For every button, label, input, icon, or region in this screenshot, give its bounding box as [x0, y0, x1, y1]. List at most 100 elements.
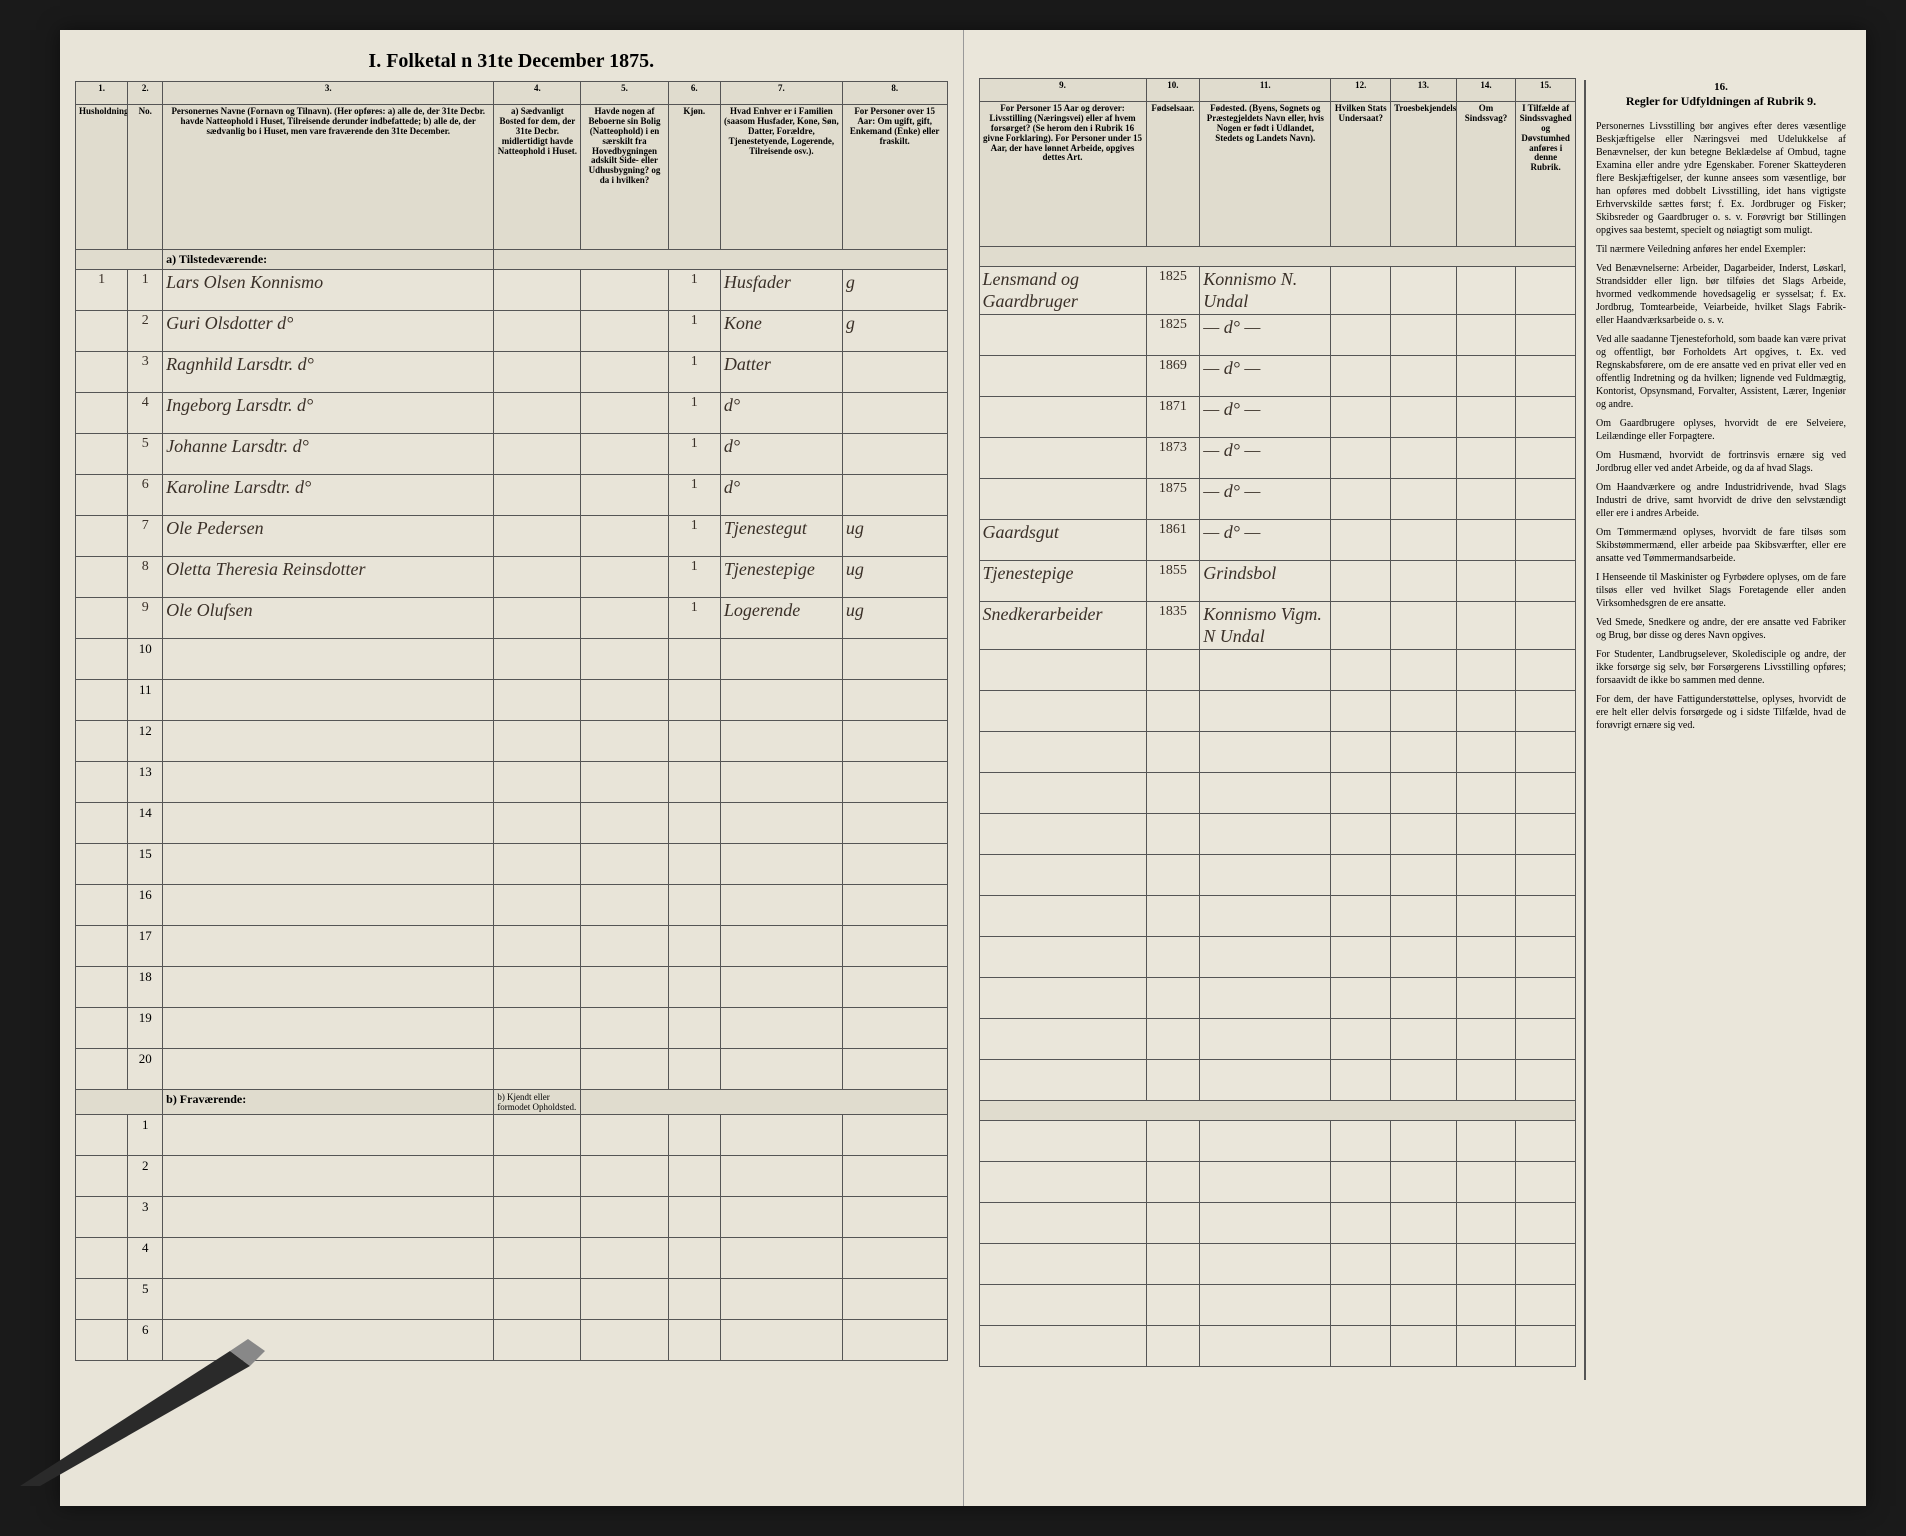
cell-no: 4: [128, 393, 163, 434]
table-row: [979, 650, 1576, 691]
cell-c7: Tjenestegut: [720, 516, 842, 557]
cell-c8: [842, 393, 947, 434]
cell-c6: 1: [668, 557, 720, 598]
cell-c7: Husfader: [720, 270, 842, 311]
cell-c9: Snedkerarbeider: [979, 602, 1146, 650]
rules-p10: Ved Smede, Snedkere og andre, der ere an…: [1596, 616, 1846, 642]
table-row: 7Ole Pedersen1Tjenestegutug: [76, 516, 948, 557]
header-1: Husholdninger.: [76, 105, 128, 250]
cell-c6: 1: [668, 475, 720, 516]
cell-c13: [1391, 315, 1457, 356]
colnum-9: 9.: [979, 79, 1146, 102]
cell-c11: — d° —: [1200, 397, 1331, 438]
cell-c15: [1516, 397, 1576, 438]
cell-c14: [1456, 356, 1516, 397]
cell-c15: [1516, 520, 1576, 561]
cell-c13: [1391, 267, 1457, 315]
cell-c12: [1331, 315, 1391, 356]
table-row: 18: [76, 967, 948, 1008]
cell-c11: — d° —: [1200, 315, 1331, 356]
colnum-11: 11.: [1200, 79, 1331, 102]
cell-c12: [1331, 267, 1391, 315]
table-row: [979, 814, 1576, 855]
cell-c9: Lensmand og Gaardbruger: [979, 267, 1146, 315]
cell-c14: [1456, 267, 1516, 315]
column-headers-left: Husholdninger. No. Personernes Navne (Fo…: [76, 105, 948, 250]
rules-p6: Om Husmænd, hvorvidt de fortrinsvis ernæ…: [1596, 449, 1846, 475]
table-row: 1869— d° —: [979, 356, 1576, 397]
cell-c7: Logerende: [720, 598, 842, 639]
cell-c10: 1855: [1146, 561, 1200, 602]
cell-c4: [494, 311, 581, 352]
cell-c6: 1: [668, 352, 720, 393]
cell-c7: d°: [720, 475, 842, 516]
cell-hh: [76, 557, 128, 598]
header-11: Fødested. (Byens, Sognets og Præstegjeld…: [1200, 102, 1331, 247]
cell-c5: [581, 311, 668, 352]
cell-c8: [842, 352, 947, 393]
column-numbers-right: 9. 10. 11. 12. 13. 14. 15.: [979, 79, 1576, 102]
cell-c8: ug: [842, 598, 947, 639]
cell-c13: [1391, 520, 1457, 561]
cell-c5: [581, 393, 668, 434]
cell-c11: Konnismo N. Undal: [1200, 267, 1331, 315]
header-14: Om Sindssvag?: [1456, 102, 1516, 247]
table-row: 15: [76, 844, 948, 885]
cell-c8: [842, 475, 947, 516]
cell-c4: [494, 475, 581, 516]
cell-c5: [581, 434, 668, 475]
table-row: [979, 1121, 1576, 1162]
table-row: [979, 691, 1576, 732]
table-row: 3Ragnhild Larsdtr. d°1Datter: [76, 352, 948, 393]
cell-no: 2: [128, 311, 163, 352]
section-b-label: b) Fraværende:: [163, 1090, 494, 1115]
cell-c14: [1456, 397, 1516, 438]
header-2: No.: [128, 105, 163, 250]
right-page: 9. 10. 11. 12. 13. 14. 15. For Personer …: [963, 30, 1867, 1506]
right-table-area: 9. 10. 11. 12. 13. 14. 15. For Personer …: [979, 50, 1577, 1367]
cell-c4: [494, 352, 581, 393]
cell-c5: [581, 516, 668, 557]
table-row: 13: [76, 762, 948, 803]
header-3: Personernes Navne (Fornavn og Tilnavn). …: [163, 105, 494, 250]
cell-c7: Kone: [720, 311, 842, 352]
cell-c11: — d° —: [1200, 438, 1331, 479]
cell-c15: [1516, 479, 1576, 520]
cell-hh: [76, 475, 128, 516]
cell-c4: [494, 270, 581, 311]
cell-hh: [76, 598, 128, 639]
table-row: [979, 1244, 1576, 1285]
table-row: [979, 1203, 1576, 1244]
cell-hh: [76, 393, 128, 434]
table-row: 6: [76, 1320, 948, 1361]
table-row: 11Lars Olsen Konnismo1Husfaderg: [76, 270, 948, 311]
colnum-14: 14.: [1456, 79, 1516, 102]
table-row: 6Karoline Larsdtr. d°1d°: [76, 475, 948, 516]
cell-c13: [1391, 356, 1457, 397]
column-numbers-left: 1. 2. 3. 4. 5. 6. 7. 8.: [76, 82, 948, 105]
cell-no: 6: [128, 475, 163, 516]
cell-c11: — d° —: [1200, 520, 1331, 561]
cell-c4: [494, 393, 581, 434]
cell-c12: [1331, 520, 1391, 561]
header-5: Havde nogen af Beboerne sin Bolig (Natte…: [581, 105, 668, 250]
cell-name: Ole Olufsen: [163, 598, 494, 639]
rules-p9: I Henseende til Maskinister og Fyrbødere…: [1596, 571, 1846, 610]
rules-p11: For Studenter, Landbrugselever, Skoledis…: [1596, 648, 1846, 687]
table-row: 3: [76, 1197, 948, 1238]
table-row: [979, 978, 1576, 1019]
left-page: I. Folketal n 31te December 1875. 1. 2. …: [60, 30, 963, 1506]
rules-p8: Om Tømmermænd oplyses, hvorvidt de fare …: [1596, 526, 1846, 565]
section-b-row: b) Fraværende: b) Kjendt eller formodet …: [76, 1090, 948, 1115]
cell-no: 8: [128, 557, 163, 598]
section-a-label: a) Tilstedeværende:: [163, 250, 494, 270]
cell-c14: [1456, 520, 1516, 561]
cell-c10: 1871: [1146, 397, 1200, 438]
cell-no: 7: [128, 516, 163, 557]
section-a-row: a) Tilstedeværende:: [76, 250, 948, 270]
cell-c11: Grindsbol: [1200, 561, 1331, 602]
table-row: [979, 1060, 1576, 1101]
table-row: Snedkerarbeider1835Konnismo Vigm. N Unda…: [979, 602, 1576, 650]
cell-c10: 1869: [1146, 356, 1200, 397]
cell-c9: Tjenestepige: [979, 561, 1146, 602]
